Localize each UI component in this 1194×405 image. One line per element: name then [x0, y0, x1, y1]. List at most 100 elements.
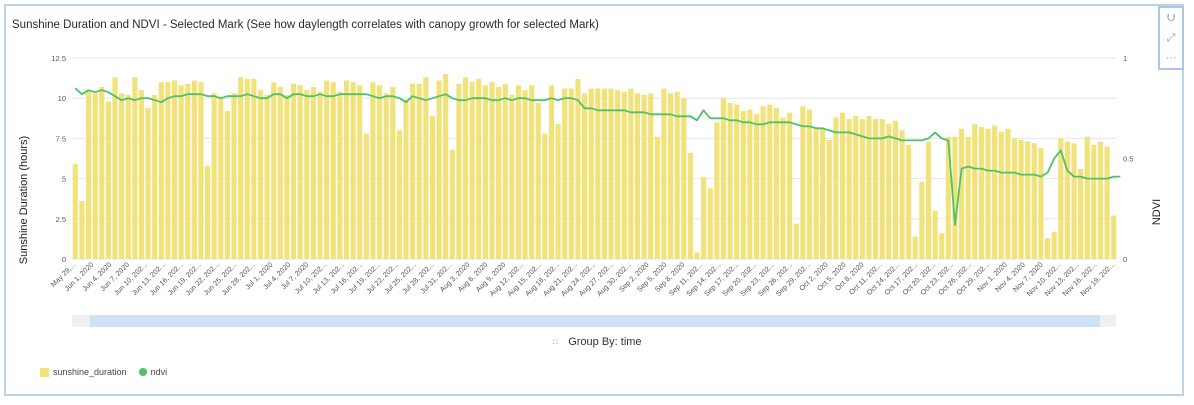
bar-sunshine-duration[interactable]: [978, 127, 984, 259]
bar-sunshine-duration[interactable]: [310, 86, 316, 259]
bar-sunshine-duration[interactable]: [608, 88, 614, 259]
bar-sunshine-duration[interactable]: [806, 109, 813, 260]
bar-sunshine-duration[interactable]: [92, 93, 98, 259]
bar-sunshine-duration[interactable]: [654, 136, 660, 259]
bar-sunshine-duration[interactable]: [793, 223, 799, 259]
bar-sunshine-duration[interactable]: [105, 101, 111, 259]
bar-sunshine-duration[interactable]: [271, 82, 277, 260]
bar-sunshine-duration[interactable]: [132, 77, 138, 260]
bar-sunshine-duration[interactable]: [1051, 231, 1057, 259]
bar-sunshine-duration[interactable]: [575, 78, 581, 260]
bar-sunshine-duration[interactable]: [185, 83, 191, 259]
bar-sunshine-duration[interactable]: [145, 107, 151, 260]
bar-sunshine-duration[interactable]: [476, 78, 482, 260]
bar-sunshine-duration[interactable]: [383, 93, 389, 259]
bar-sunshine-duration[interactable]: [138, 90, 145, 259]
bar-sunshine-duration[interactable]: [1038, 148, 1044, 259]
bar-sunshine-duration[interactable]: [919, 181, 925, 259]
bar-sunshine-duration[interactable]: [1071, 143, 1077, 259]
bar-sunshine-duration[interactable]: [1058, 138, 1064, 259]
bar-sunshine-duration[interactable]: [297, 85, 303, 259]
bar-sunshine-duration[interactable]: [568, 88, 574, 259]
bar-sunshine-duration[interactable]: [1111, 215, 1117, 259]
bar-sunshine-duration[interactable]: [542, 133, 548, 259]
bar-sunshine-duration[interactable]: [489, 82, 495, 260]
bar-sunshine-duration[interactable]: [304, 90, 310, 259]
bar-sunshine-duration[interactable]: [945, 136, 951, 259]
bar-sunshine-duration[interactable]: [277, 86, 283, 259]
bar-sunshine-duration[interactable]: [886, 123, 892, 259]
bar-sunshine-duration[interactable]: [1011, 138, 1018, 259]
bar-sunshine-duration[interactable]: [601, 88, 608, 259]
bar-sunshine-duration[interactable]: [965, 136, 971, 259]
bar-sunshine-duration[interactable]: [1005, 128, 1011, 259]
bar-sunshine-duration[interactable]: [667, 93, 674, 259]
bar-sunshine-duration[interactable]: [760, 106, 766, 260]
bar-sunshine-duration[interactable]: [1078, 168, 1084, 259]
bar-sunshine-duration[interactable]: [1044, 238, 1051, 259]
bar-sunshine-duration[interactable]: [79, 201, 85, 259]
bar-sunshine-duration[interactable]: [390, 86, 396, 259]
bar-sunshine-duration[interactable]: [581, 93, 588, 259]
bar-sunshine-duration[interactable]: [780, 117, 786, 259]
bar-sunshine-duration[interactable]: [224, 111, 231, 260]
bar-sunshine-duration[interactable]: [191, 80, 197, 260]
bar-sunshine-duration[interactable]: [85, 90, 92, 259]
bar-sunshine-duration[interactable]: [879, 119, 885, 259]
bar-sunshine-duration[interactable]: [231, 93, 237, 259]
bar-sunshine-duration[interactable]: [747, 109, 753, 260]
bar-sunshine-duration[interactable]: [529, 85, 535, 259]
bar-sunshine-duration[interactable]: [343, 80, 350, 260]
bar-sunshine-duration[interactable]: [205, 165, 211, 259]
bar-sunshine-duration[interactable]: [839, 112, 846, 259]
bar-sunshine-duration[interactable]: [1104, 146, 1110, 259]
bar-sunshine-duration[interactable]: [998, 131, 1004, 259]
bar-sunshine-duration[interactable]: [899, 130, 905, 259]
bar-sunshine-duration[interactable]: [99, 86, 105, 259]
bar-sunshine-duration[interactable]: [720, 98, 727, 259]
bar-sunshine-duration[interactable]: [767, 104, 773, 259]
bar-sunshine-duration[interactable]: [119, 93, 125, 259]
bar-sunshine-duration[interactable]: [363, 133, 369, 259]
bar-sunshine-duration[interactable]: [317, 91, 323, 259]
bar-sunshine-duration[interactable]: [502, 83, 508, 259]
bar-sunshine-duration[interactable]: [456, 83, 462, 259]
bar-sunshine-duration[interactable]: [826, 140, 832, 259]
bar-sunshine-duration[interactable]: [800, 106, 806, 260]
bar-sunshine-duration[interactable]: [958, 128, 965, 259]
bar-sunshine-duration[interactable]: [846, 119, 852, 259]
bar-sunshine-duration[interactable]: [972, 123, 978, 259]
bar-sunshine-duration[interactable]: [171, 80, 178, 260]
bar-sunshine-duration[interactable]: [714, 122, 720, 259]
bar-sunshine-duration[interactable]: [376, 85, 383, 259]
bar-sunshine-duration[interactable]: [853, 115, 859, 259]
bar-sunshine-duration[interactable]: [681, 98, 687, 259]
bar-sunshine-duration[interactable]: [158, 82, 164, 260]
bar-sunshine-duration[interactable]: [1091, 144, 1097, 259]
bar-sunshine-duration[interactable]: [264, 94, 270, 259]
bar-sunshine-duration[interactable]: [734, 104, 740, 259]
bar-sunshine-duration[interactable]: [152, 94, 158, 259]
legend-item-sunshine-duration[interactable]: sunshine_duration: [40, 367, 127, 377]
bar-sunshine-duration[interactable]: [892, 120, 899, 259]
bar-sunshine-duration[interactable]: [496, 86, 502, 259]
bar-sunshine-duration[interactable]: [1064, 141, 1070, 259]
bar-sunshine-duration[interactable]: [290, 83, 297, 259]
bar-sunshine-duration[interactable]: [535, 103, 541, 259]
bar-sunshine-duration[interactable]: [707, 188, 713, 259]
bar-sunshine-duration[interactable]: [462, 77, 469, 260]
bar-sunshine-duration[interactable]: [701, 176, 707, 259]
bar-sunshine-duration[interactable]: [548, 85, 555, 259]
bar-sunshine-duration[interactable]: [992, 125, 998, 259]
bar-sunshine-duration[interactable]: [939, 233, 945, 259]
bar-sunshine-duration[interactable]: [562, 88, 568, 259]
bar-sunshine-duration[interactable]: [912, 236, 918, 259]
bar-sunshine-duration[interactable]: [469, 82, 475, 260]
bar-sunshine-duration[interactable]: [727, 103, 733, 259]
bar-sunshine-duration[interactable]: [787, 112, 793, 259]
bar-sunshine-duration[interactable]: [251, 78, 257, 260]
bar-sunshine-duration[interactable]: [952, 136, 958, 259]
bar-sunshine-duration[interactable]: [1097, 141, 1104, 259]
bar-sunshine-duration[interactable]: [1018, 140, 1024, 259]
bar-sunshine-duration[interactable]: [661, 88, 667, 259]
